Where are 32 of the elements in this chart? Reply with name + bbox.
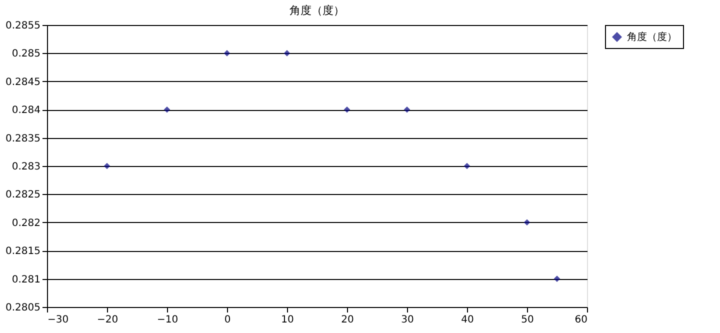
point xyxy=(104,162,110,170)
point xyxy=(284,50,290,56)
point xyxy=(224,50,230,56)
point xyxy=(164,106,170,113)
x-tick-label: 40 xyxy=(461,314,474,326)
point xyxy=(524,219,530,226)
y-tick-label: 0.2815 xyxy=(6,246,40,258)
y-tick-label: 0.284 xyxy=(12,105,40,116)
x-tick-label: 60 xyxy=(574,314,588,326)
legend-label: 角度（度） xyxy=(627,31,677,43)
point xyxy=(464,162,470,170)
y-tick-label: 0.283 xyxy=(12,162,40,172)
point xyxy=(404,106,410,113)
x-tick-label: 30 xyxy=(401,314,414,326)
y-tick-label: 0.2845 xyxy=(6,76,40,88)
x-tick-label: −10 xyxy=(156,314,178,326)
y-tick-label: 0.2805 xyxy=(6,302,40,314)
x-tick-label: 50 xyxy=(521,314,534,326)
y-tick-label: 0.282 xyxy=(12,218,40,229)
y-tick-label: 0.2855 xyxy=(6,20,40,32)
point xyxy=(344,106,350,113)
y-tick-label: 0.2825 xyxy=(6,190,40,201)
x-tick-label: 0 xyxy=(224,314,231,326)
x-tick-label: 20 xyxy=(341,314,354,326)
x-tick-label: 10 xyxy=(281,314,294,326)
point xyxy=(554,276,560,282)
y-tick-label: 0.2835 xyxy=(6,133,40,144)
y-tick-label: 0.285 xyxy=(12,48,40,60)
y-tick-label: 0.281 xyxy=(12,274,40,286)
x-tick-label: −30 xyxy=(48,314,69,326)
x-tick-label: −20 xyxy=(96,314,118,326)
chart-title: 角度（度） xyxy=(290,4,344,17)
